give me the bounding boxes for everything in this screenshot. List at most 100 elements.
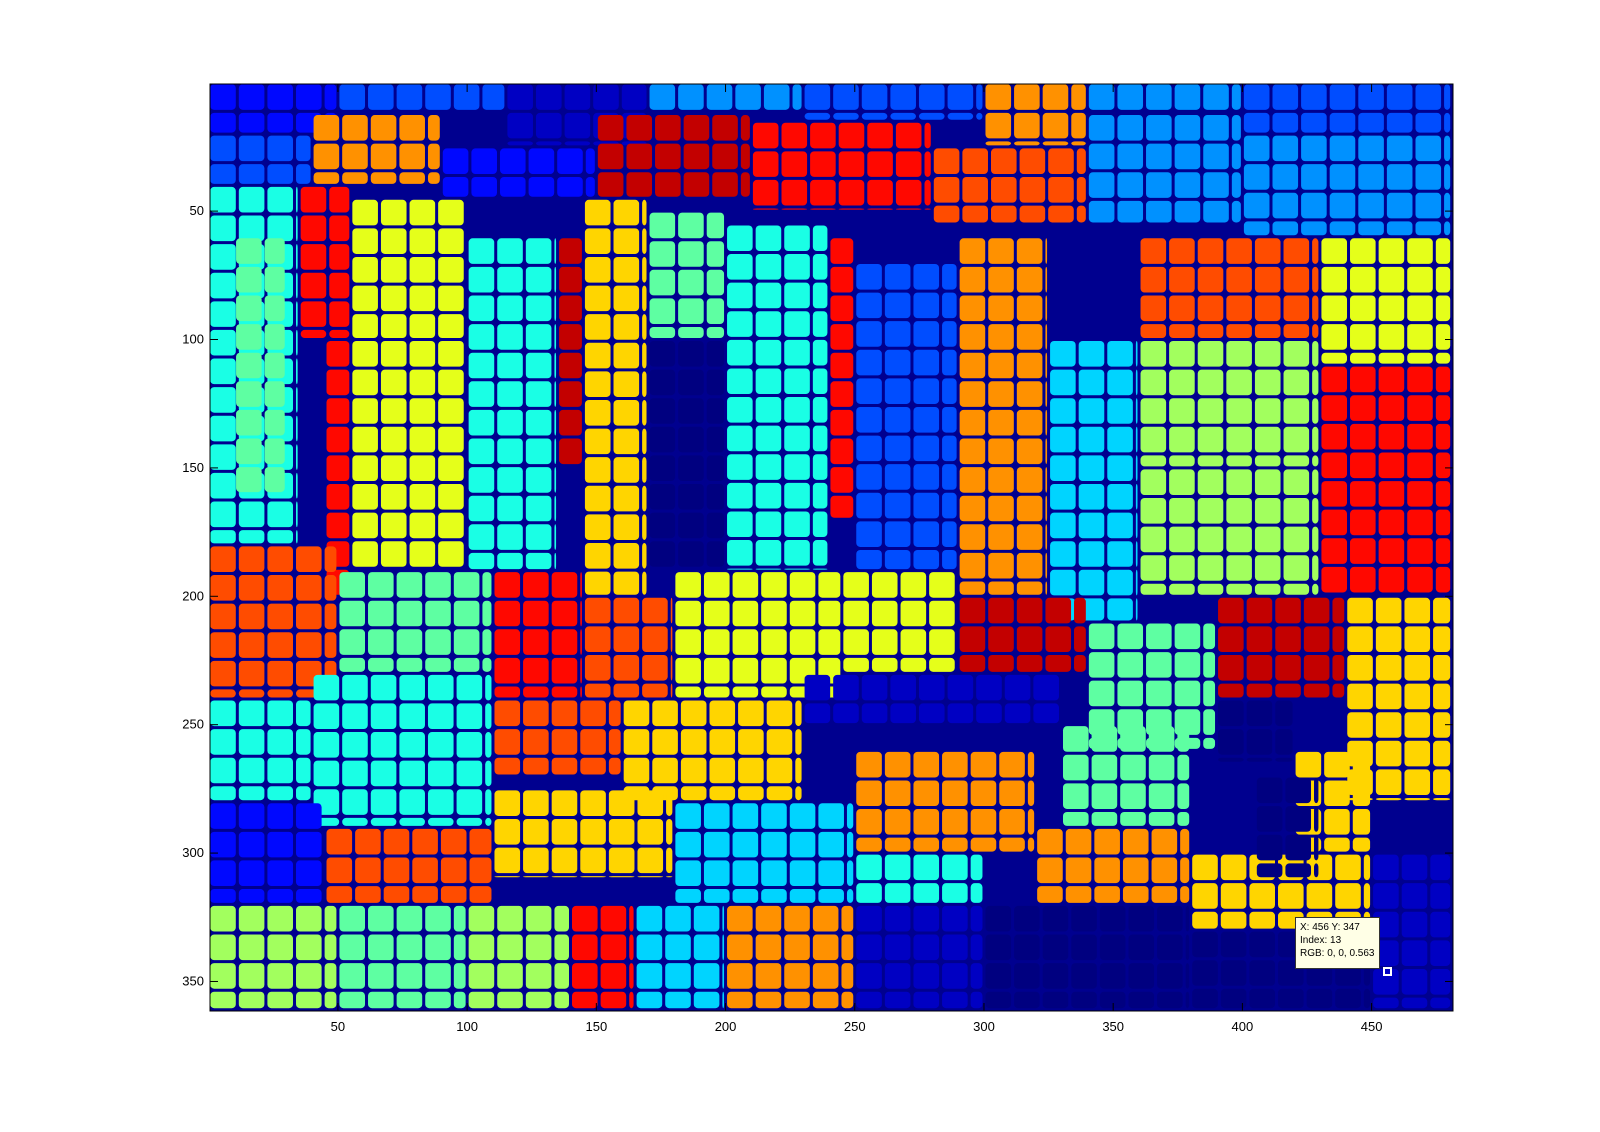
superpixel xyxy=(324,905,337,932)
superpixel xyxy=(267,991,294,1009)
superpixel xyxy=(425,991,451,1009)
superpixel xyxy=(1050,569,1076,596)
superpixel xyxy=(929,657,955,672)
superpixel xyxy=(693,905,720,932)
superpixel xyxy=(706,269,725,296)
superpixel xyxy=(456,703,483,730)
superpixel xyxy=(706,369,725,396)
superpixel xyxy=(918,674,945,701)
superpixel xyxy=(665,963,691,989)
superpixel xyxy=(642,399,647,426)
superpixel xyxy=(1050,512,1076,539)
superpixel xyxy=(1321,452,1348,479)
superpixel xyxy=(1128,905,1155,932)
superpixel xyxy=(947,674,974,701)
superpixel xyxy=(296,905,322,932)
superpixel xyxy=(1435,324,1451,350)
superpixel xyxy=(1197,398,1224,424)
superpixel xyxy=(1174,84,1201,110)
superpixel xyxy=(990,205,1017,223)
superpixel xyxy=(1169,324,1195,339)
superpixel xyxy=(761,889,787,903)
superpixel xyxy=(1140,295,1167,322)
superpixel xyxy=(236,381,262,407)
superpixel xyxy=(812,963,839,989)
data-tip-marker[interactable] xyxy=(1383,967,1392,976)
superpixel xyxy=(942,934,968,961)
superpixel xyxy=(666,876,673,878)
superpixel xyxy=(468,295,495,322)
superpixel xyxy=(571,905,598,932)
superpixel xyxy=(755,934,782,961)
superpixel xyxy=(942,905,968,932)
superpixel xyxy=(1226,555,1252,581)
region-23 xyxy=(727,225,828,570)
superpixel xyxy=(1120,783,1146,809)
superpixel xyxy=(1016,552,1043,579)
superpixel xyxy=(680,729,707,755)
superpixel xyxy=(1088,200,1115,223)
superpixel xyxy=(1303,683,1330,698)
superpixel xyxy=(1283,324,1310,339)
superpixel xyxy=(329,186,350,213)
superpixel xyxy=(1140,583,1167,595)
superpixel xyxy=(1401,997,1428,1009)
superpixel xyxy=(1050,369,1076,396)
superpixel xyxy=(985,963,1012,989)
superpixel xyxy=(238,786,265,801)
superpixel xyxy=(1433,683,1451,710)
superpixel xyxy=(507,141,533,146)
superpixel xyxy=(740,143,750,170)
superpixel xyxy=(703,686,730,698)
superpixel xyxy=(642,314,647,340)
superpixel xyxy=(1332,683,1345,698)
superpixel xyxy=(210,632,236,658)
superpixel xyxy=(210,700,236,727)
superpixel xyxy=(959,654,986,672)
superpixel xyxy=(766,786,793,801)
superpixel xyxy=(494,847,521,874)
superpixel xyxy=(1350,452,1376,479)
superpixel xyxy=(528,177,555,197)
superpixel xyxy=(706,241,725,267)
superpixel xyxy=(427,143,440,170)
superpixel xyxy=(929,600,955,627)
superpixel xyxy=(352,199,378,226)
superpixel xyxy=(525,934,552,961)
superpixel xyxy=(962,148,988,175)
superpixel xyxy=(580,847,606,874)
superpixel xyxy=(642,597,668,624)
superpixel xyxy=(1226,469,1252,495)
superpixel xyxy=(300,244,327,270)
superpixel xyxy=(613,342,640,369)
superpixel xyxy=(585,177,595,197)
superpixel xyxy=(1433,712,1451,738)
superpixel xyxy=(210,164,236,184)
superpixel xyxy=(1329,192,1356,219)
superpixel xyxy=(438,285,464,312)
superpixel xyxy=(1283,426,1310,453)
superpixel xyxy=(1226,369,1252,396)
superpixel xyxy=(210,575,236,601)
superpixel xyxy=(1254,266,1281,293)
superpixel xyxy=(1407,238,1433,264)
superpixel xyxy=(535,141,562,146)
superpixel xyxy=(727,905,753,932)
superpixel xyxy=(789,803,816,829)
superpixel xyxy=(856,492,882,519)
superpixel xyxy=(970,905,983,932)
superpixel xyxy=(1135,455,1138,482)
superpixel xyxy=(584,683,611,698)
superpixel xyxy=(485,817,492,826)
data-tip[interactable]: X: 456 Y: 347 Index: 13 RGB: 0, 0, 0.563 xyxy=(1295,917,1380,969)
superpixel xyxy=(438,426,464,453)
superpixel xyxy=(468,324,495,350)
superpixel xyxy=(1117,143,1144,170)
superpixel xyxy=(497,991,523,1009)
superpixel xyxy=(571,963,598,989)
superpixel xyxy=(584,597,611,624)
superpixel xyxy=(1071,141,1086,146)
superpixel xyxy=(427,760,454,787)
superpixel xyxy=(1177,754,1190,781)
superpixel xyxy=(210,135,236,162)
